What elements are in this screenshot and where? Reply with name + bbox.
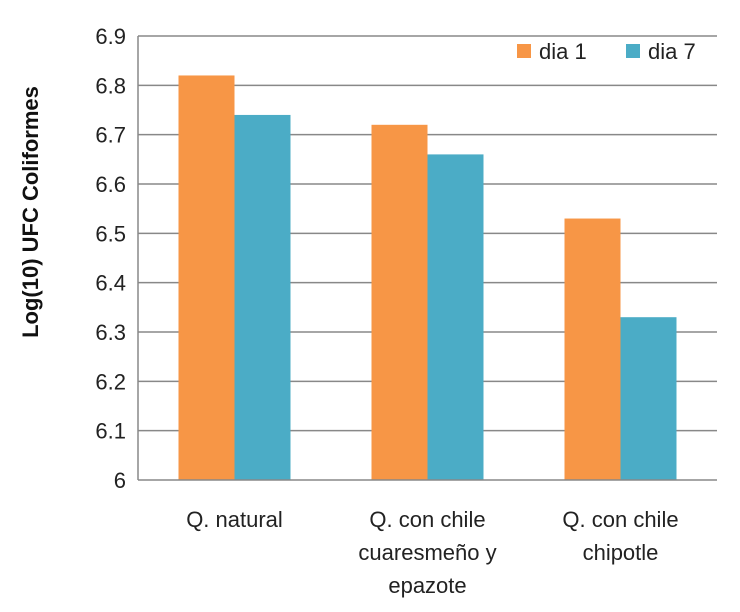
bar-dia-7-1	[234, 114, 291, 480]
legend-swatch-dia-7	[626, 44, 640, 58]
y-tick-label: 6	[114, 468, 126, 493]
bar-dia-1-1	[178, 75, 235, 480]
y-tick-label: 6.6	[95, 172, 126, 197]
y-tick-label: 6.2	[95, 369, 126, 394]
bar-dia-7-2	[427, 154, 484, 480]
bar-dia-1-3	[564, 218, 621, 481]
bar-dia-7-3	[620, 317, 677, 480]
x-category-label: Q. con chile	[369, 507, 485, 532]
y-axis-title: Log(10) UFC Coliformes	[18, 86, 43, 338]
x-category-label: cuaresmeño y	[358, 540, 496, 565]
x-category-label: Q. natural	[186, 507, 283, 532]
legend-label-dia-1: dia 1	[539, 39, 587, 64]
x-category-label: chipotle	[583, 540, 659, 565]
legend: dia 1 dia 7	[517, 39, 696, 64]
y-tick-label: 6.3	[95, 320, 126, 345]
bar-dia-1-2	[371, 124, 428, 481]
y-tick-label: 6.7	[95, 123, 126, 148]
y-tick-label: 6.8	[95, 73, 126, 98]
tick-labels: 6 6.1 6.2 6.3 6.4 6.5 6.6 6.7 6.8 6.9 Q. natural Q.…	[95, 24, 678, 598]
axes	[137, 36, 717, 481]
bars	[178, 75, 677, 481]
x-category-label: epazote	[388, 573, 466, 598]
y-tick-label: 6.4	[95, 271, 126, 296]
y-tick-label: 6.9	[95, 24, 126, 49]
y-tick-label: 6.1	[95, 419, 126, 444]
y-tick-label: 6.5	[95, 221, 126, 246]
legend-label-dia-7: dia 7	[648, 39, 696, 64]
legend-swatch-dia-1	[517, 44, 531, 58]
x-category-label: Q. con chile	[562, 507, 678, 532]
